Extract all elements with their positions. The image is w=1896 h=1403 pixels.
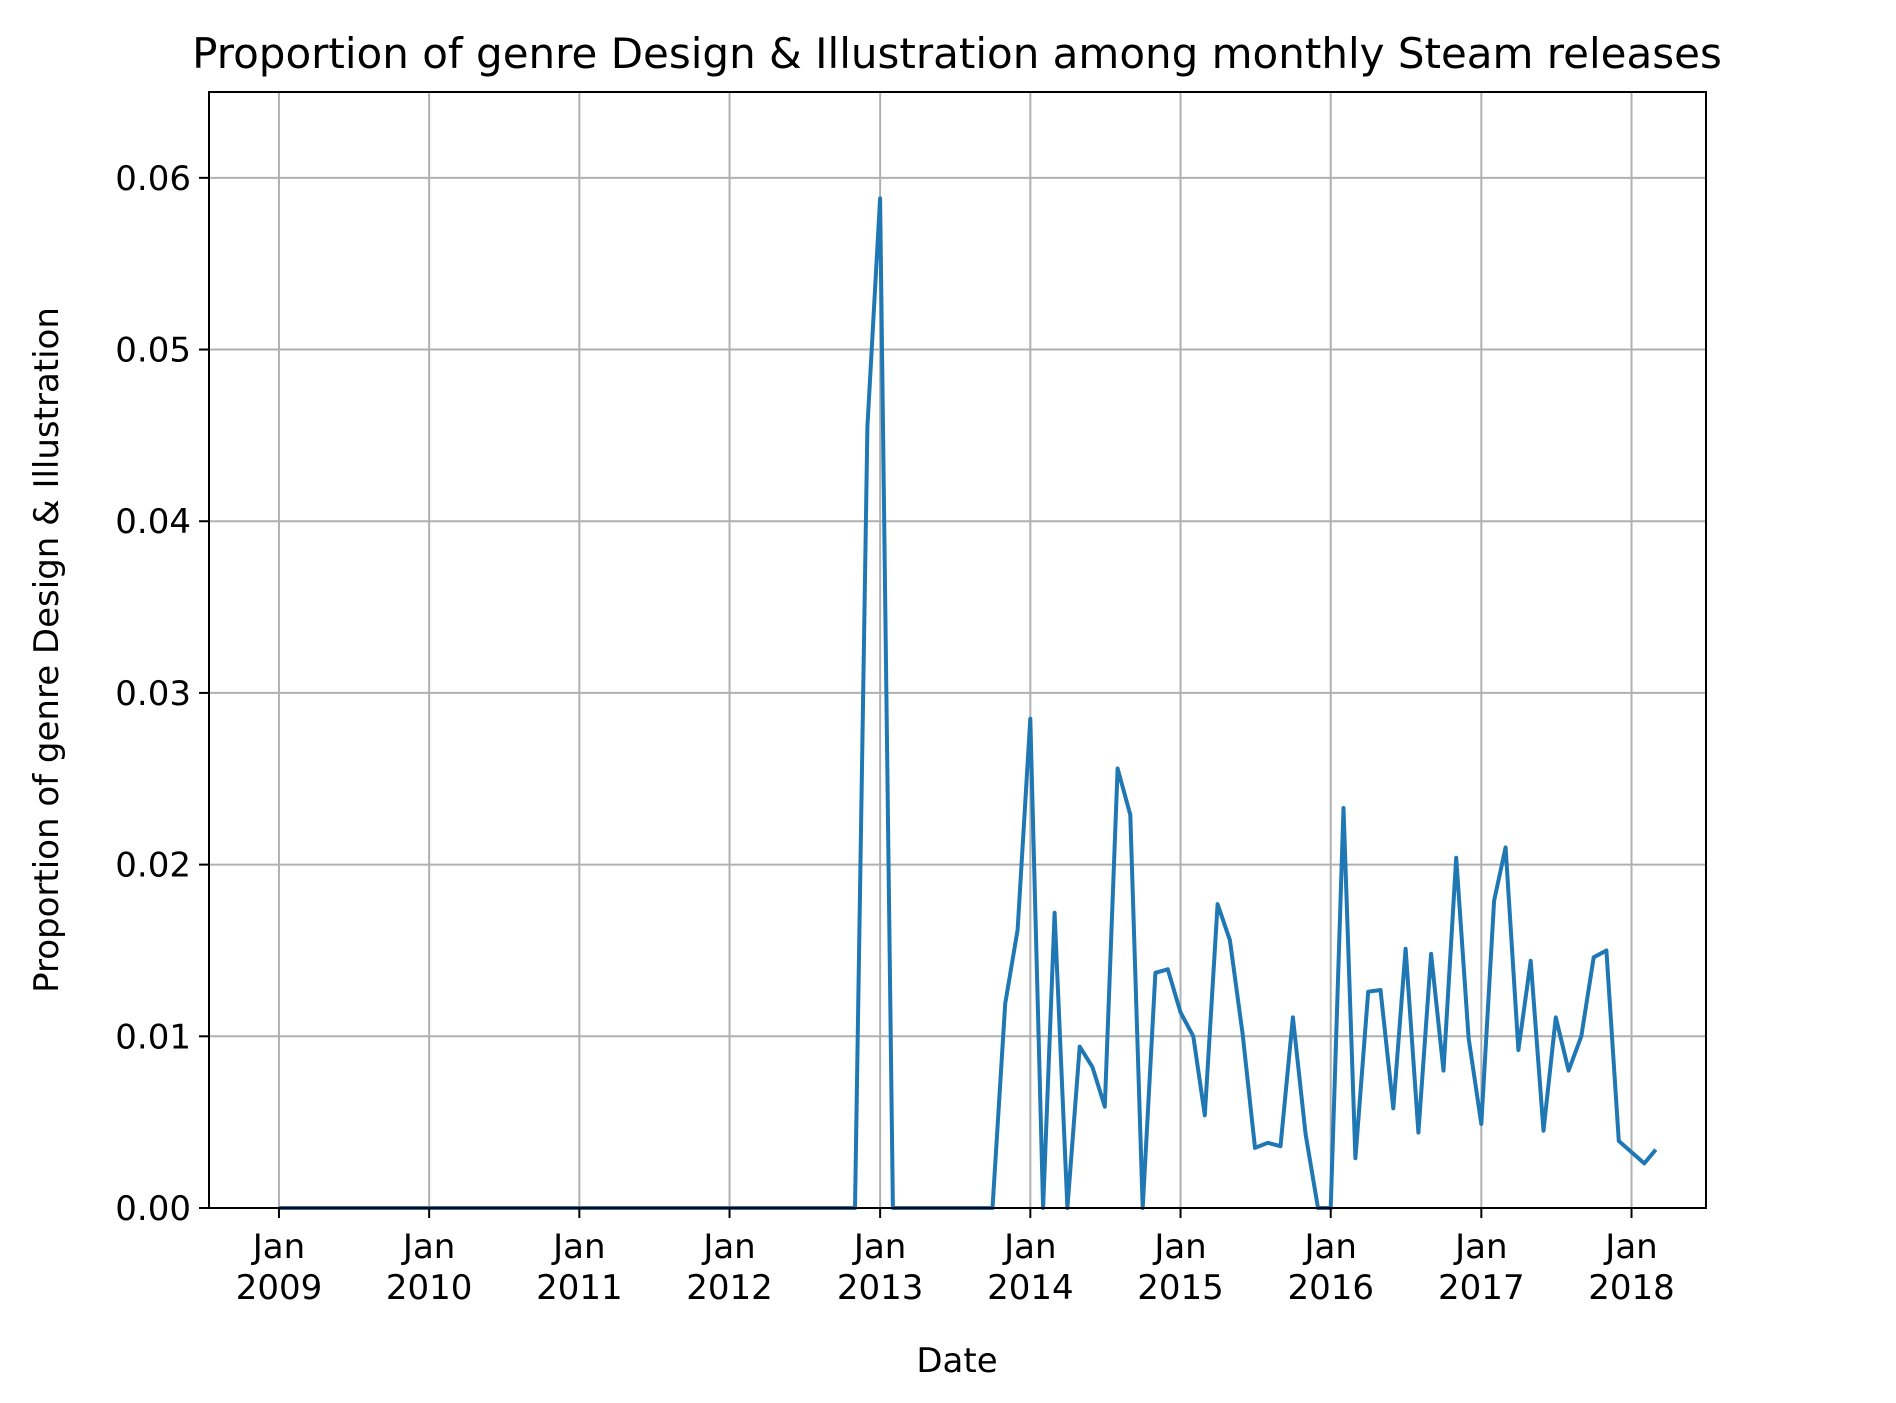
x-tick-label: Jan 2009 <box>236 1227 323 1308</box>
x-tick-label: Jan 2015 <box>1137 1227 1224 1308</box>
y-tick-label: 0.04 <box>115 502 191 542</box>
x-tick-label: Jan 2010 <box>386 1227 473 1308</box>
x-tick-label: Jan 2016 <box>1287 1227 1374 1308</box>
y-axis-label: Proportion of genre Design & Illustratio… <box>27 307 67 993</box>
x-tick-label: Jan 2017 <box>1438 1227 1525 1308</box>
x-tick-label: Jan 2012 <box>686 1227 773 1308</box>
x-axis-label: Date <box>916 1341 997 1381</box>
plot-frame <box>208 91 1707 1209</box>
y-tick-label: 0.03 <box>115 674 191 714</box>
series-layer <box>279 196 1658 1210</box>
x-tick-label: Jan 2018 <box>1588 1227 1675 1308</box>
x-tick-label: Jan 2011 <box>536 1227 623 1308</box>
y-tick-label: 0.01 <box>115 1017 191 1057</box>
x-axis: Jan 2009 Jan 2010 Jan 2011 Jan 2012 Jan 2013 Jan 20… <box>236 1208 1675 1308</box>
y-tick-label: 0.05 <box>115 331 191 371</box>
x-tick-label: Jan 2014 <box>987 1227 1074 1308</box>
y-axis: 0.00 0.01 0.02 0.03 0.04 0.05 0.06 <box>115 159 209 1229</box>
chart-title: Proportion of genre Design & Illustratio… <box>192 29 1722 78</box>
series-line <box>279 196 1658 1210</box>
y-tick-label: 0.00 <box>115 1189 191 1229</box>
x-tick-label: Jan 2013 <box>837 1227 924 1308</box>
y-tick-label: 0.02 <box>115 846 191 886</box>
y-tick-label: 0.06 <box>115 159 191 199</box>
